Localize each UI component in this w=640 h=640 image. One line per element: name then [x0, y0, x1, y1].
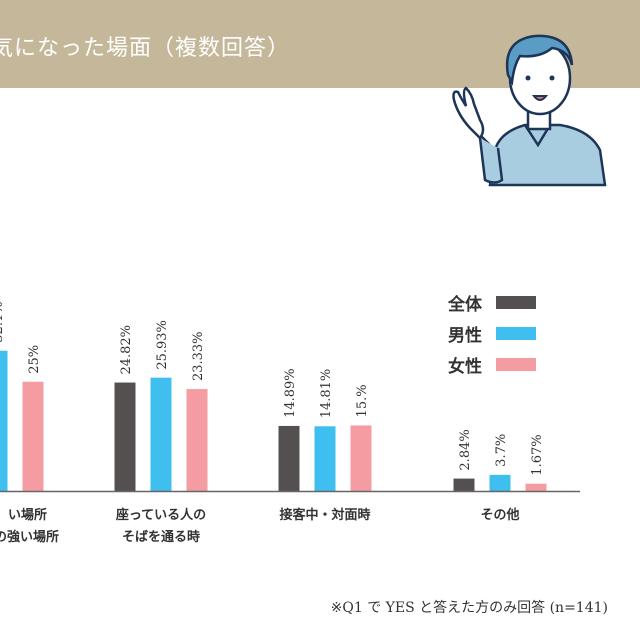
bar	[453, 478, 475, 491]
legend-label: 全体	[448, 295, 482, 315]
bar	[350, 425, 372, 491]
category-label-line: その他	[480, 508, 520, 523]
category-label-line: 座っている人の	[115, 508, 207, 523]
category-label-line: そばを通る時	[121, 530, 201, 545]
data-label: 14.81%	[319, 369, 334, 419]
data-label: 2.84%	[458, 429, 473, 470]
legend-label: 女性	[448, 357, 482, 377]
data-label: 15.%	[355, 384, 370, 417]
category-label: その他	[480, 505, 519, 527]
data-label: 25.93%	[155, 320, 170, 370]
legend-label: 男性	[448, 326, 482, 346]
legend-item-all: 全体	[448, 290, 536, 315]
data-label: 24.82%	[119, 325, 134, 375]
category-label: 接客中・対面時	[279, 505, 370, 527]
category-label-line: の強い場所	[0, 530, 60, 545]
chart-title: 気になった場面（複数回答）	[0, 36, 291, 61]
bar	[0, 350, 8, 491]
bar	[114, 382, 136, 491]
data-label: 23.33%	[191, 331, 206, 381]
legend-swatch	[496, 327, 536, 340]
footnote: ※Q1 で YES と答えた方のみ回答 (n=141)	[330, 600, 608, 616]
category-label-line: 接客中・対面時	[279, 508, 371, 523]
bar	[186, 389, 208, 491]
legend-item-female: 女性	[448, 352, 536, 377]
data-label: 3.7%	[494, 434, 509, 467]
bar	[525, 483, 547, 491]
category-label-line: い場所	[8, 508, 48, 523]
man-raising-hand-icon	[452, 34, 607, 187]
legend-item-male: 男性	[448, 321, 536, 346]
category-label: 座っている人の そばを通る時	[116, 505, 206, 549]
data-label: 1.67%	[530, 434, 545, 475]
bar	[489, 474, 511, 491]
legend-swatch	[496, 358, 536, 371]
category-label: い場所 の強い場所	[0, 505, 59, 549]
data-label: 32.1%	[0, 301, 6, 342]
bar	[278, 425, 300, 491]
bar	[22, 381, 44, 491]
legend-swatch	[496, 296, 536, 309]
data-label: 14.89%	[283, 368, 298, 418]
data-label: 25%	[27, 345, 42, 374]
bar	[150, 377, 172, 491]
bar	[314, 426, 336, 491]
